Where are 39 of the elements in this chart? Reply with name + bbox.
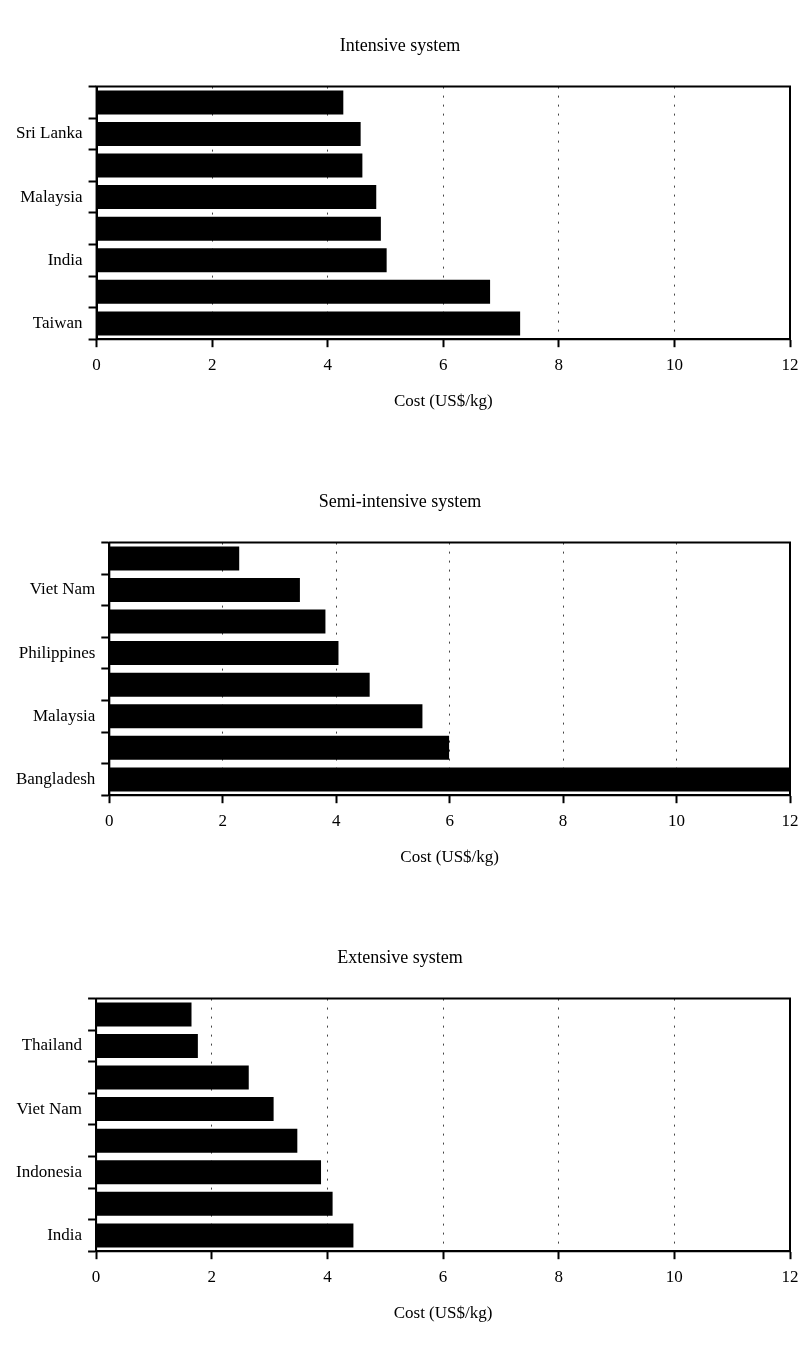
chart-title: Extensive system [337,946,463,967]
x-axis-title: Cost (US$/kg) [393,391,493,411]
x-tick-label: 2 [207,1266,216,1286]
y-tick-label: India [47,1224,83,1244]
x-tick-label: 10 [668,810,686,830]
x-tick-label: 8 [554,354,564,374]
x-tick-label: 10 [665,354,683,374]
x-tick-label: 12 [781,810,799,830]
x-tick-label: 10 [665,1266,683,1286]
x-tick-label: 6 [445,810,454,830]
x-tick-label: 4 [323,354,333,374]
x-tick-label: 0 [91,1266,101,1286]
x-tick-label: 6 [438,1266,448,1286]
x-axis-title: Cost (US$/kg) [393,1303,493,1323]
chart-title: Intensive system [339,34,461,55]
y-tick-label: Viet Nam [16,1098,83,1118]
x-tick-label: 6 [439,354,448,374]
x-tick-label: 8 [558,810,568,830]
y-tick-label: Bangladesh [15,768,96,788]
y-tick-label: Taiwan [32,312,84,332]
x-tick-label: 4 [323,1266,333,1286]
y-tick-label: Viet Nam [29,579,96,599]
x-tick-label: 12 [781,354,799,374]
chart-title: Semi-intensive system [318,490,482,511]
x-tick-label: 12 [781,1266,799,1286]
y-tick-label: Sri Lanka [15,123,83,143]
y-tick-label: India [47,249,84,269]
x-tick-label: 2 [218,810,228,830]
x-axis-title: Cost (US$/kg) [400,847,500,867]
y-tick-label: Philippines [18,642,96,662]
y-tick-label: Malaysia [32,705,96,725]
y-tick-label: Thailand [21,1035,83,1055]
x-tick-label: 2 [207,354,217,374]
x-tick-label: 4 [331,810,341,830]
x-tick-label: 8 [554,1266,563,1286]
y-tick-label: Malaysia [20,186,83,206]
x-tick-label: 0 [105,810,114,830]
x-tick-label: 0 [92,354,101,374]
y-tick-label: Indonesia [16,1161,83,1181]
